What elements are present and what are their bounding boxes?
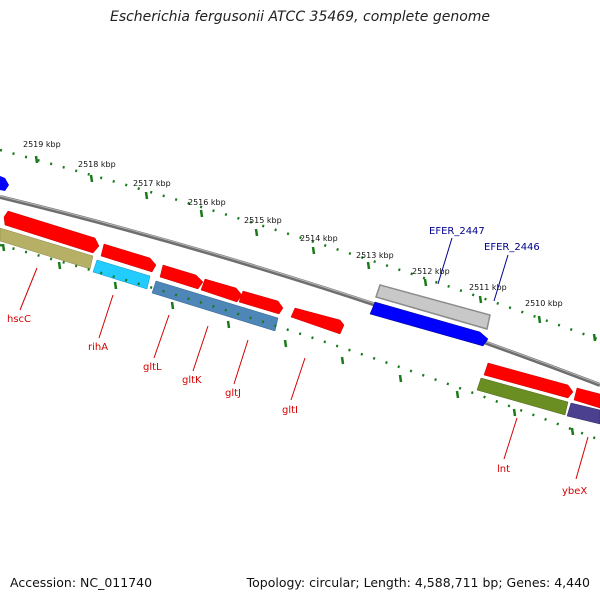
scale-tick [1, 243, 6, 252]
scale-tick [199, 209, 204, 218]
gene-efer-2446 [369, 301, 489, 347]
leader-gltJ [233, 339, 249, 385]
gene-arrow [483, 362, 574, 399]
scale-tick [455, 390, 460, 399]
tick-label: 2513 kbp [356, 251, 394, 260]
tick-label: 2514 kbp [300, 234, 338, 243]
tick-label: 2511 kbp [469, 283, 507, 292]
scale-tick [226, 320, 231, 329]
genome-backbone-highlight [0, 195, 600, 385]
gene-label-gltJ: gltJ [225, 388, 241, 399]
genome-summary: Topology: circular; Length: 4,588,711 bp… [246, 575, 590, 590]
gene-arrow [200, 278, 243, 303]
scale-tick [170, 301, 175, 310]
gene-rihA [92, 259, 151, 290]
scale-tick [592, 333, 597, 342]
gene-arrow [573, 387, 600, 409]
tick-label: 2516 kbp [188, 198, 226, 207]
gene-arrow [290, 307, 345, 335]
forward-strand-genes [3, 210, 600, 409]
gene-label-lnt: lnt [497, 464, 510, 475]
leader-efer-2447 [437, 237, 453, 285]
leader-hscC [19, 267, 38, 311]
outer-scale-dots [0, 148, 600, 342]
scale-tick [366, 261, 371, 270]
inner-scale-ticks [1, 243, 575, 436]
gene-arrow [159, 264, 204, 290]
gene-label-ybeX: ybeX [562, 486, 587, 497]
tick-label: 2519 kbp [23, 140, 61, 149]
outer-scale: 2519 kbp 2518 kbp 2517 kbp 2516 kbp 2515… [0, 140, 600, 342]
gene-gltLKJ [151, 280, 279, 332]
tick-label: 2515 kbp [244, 216, 282, 225]
gene-label-gltK: gltK [182, 375, 202, 386]
accession-text: Accession: NC_011740 [10, 575, 153, 590]
reverse-strand-genes [0, 227, 600, 425]
gene-ybeX [566, 402, 600, 425]
scale-tick [89, 174, 94, 183]
efer-leader-lines [437, 237, 509, 302]
scale-tick [144, 191, 149, 200]
gene-label-gltI: gltI [282, 405, 298, 416]
scale-tick [57, 261, 62, 270]
scale-tick [311, 246, 316, 255]
outer-scale-ticks [34, 155, 597, 342]
inner-scale-dots [0, 243, 600, 442]
tick-label: 2510 kbp [525, 299, 563, 308]
gene-label-rihA: rihA [88, 342, 108, 353]
scale-tick [398, 374, 403, 383]
gene-label-efer-2447: EFER_2447 [429, 226, 485, 237]
gene-leader-lines [19, 267, 589, 480]
leader-gltK [192, 325, 209, 372]
tick-label: 2518 kbp [78, 160, 116, 169]
gene-label-hscC: hscC [7, 314, 31, 325]
gene-arrow [238, 290, 284, 315]
gene-label-efer-2446: EFER_2446 [484, 242, 540, 253]
genome-backbone [0, 195, 600, 387]
leader-gltI [290, 357, 306, 401]
genome-title: Escherichia fergusonii ATCC 35469, compl… [109, 9, 491, 25]
gene-arrow [100, 243, 157, 273]
leader-gltL [153, 314, 170, 359]
scale-tick [283, 339, 288, 348]
leader-lnt [503, 417, 518, 460]
scale-tick [512, 408, 517, 417]
inner-scale [0, 243, 600, 442]
scale-tick [570, 427, 575, 436]
scale-tick [478, 295, 483, 304]
gene-efer-2447 [375, 284, 491, 330]
leader-efer-2446 [493, 254, 509, 302]
edge-gene-arrow [0, 176, 9, 191]
scale-tick [423, 278, 428, 287]
gene-arrow [3, 210, 100, 254]
gene-label-gltL: gltL [143, 362, 162, 373]
leader-rihA [98, 294, 114, 339]
leader-ybeX [575, 436, 589, 480]
tick-label: 2512 kbp [412, 267, 450, 276]
scale-tick [537, 315, 542, 324]
gene-lnt [476, 377, 569, 416]
scale-tick [340, 356, 345, 365]
scale-tick [113, 281, 118, 290]
scale-tick [254, 228, 259, 237]
scale-tick [34, 155, 39, 164]
tick-label: 2517 kbp [133, 179, 171, 188]
gene-hscC [0, 227, 94, 270]
